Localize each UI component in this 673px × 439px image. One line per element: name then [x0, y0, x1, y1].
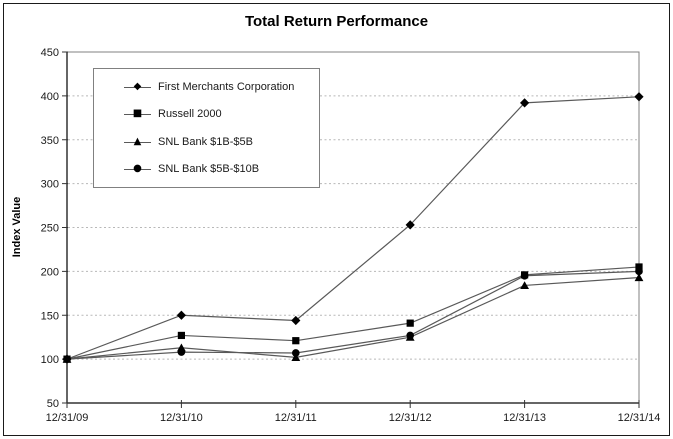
x-tick-label: 12/31/09	[46, 412, 89, 424]
legend-label: Russell 2000	[158, 108, 222, 121]
marker-diamond	[405, 220, 415, 230]
chart-title: Total Return Performance	[244, 13, 429, 30]
marker-square	[635, 263, 643, 271]
legend: ◆ First Merchants Corporation ■ Russell …	[93, 68, 320, 188]
y-tick-label: 450	[41, 47, 59, 59]
marker-square	[521, 271, 529, 279]
marker-circle	[292, 349, 300, 357]
legend-sample: ▲	[124, 136, 151, 148]
legend-label: SNL Bank $1B-$5B	[158, 135, 253, 148]
marker-diamond	[634, 92, 644, 102]
x-tick-label: 12/31/13	[503, 412, 546, 424]
legend-line	[124, 169, 151, 171]
legend-label: First Merchants Corporation	[158, 80, 295, 93]
circle-marker-icon: ●	[133, 163, 142, 175]
legend-line	[124, 141, 151, 143]
legend-sample: ◆	[124, 81, 151, 93]
marker-diamond	[62, 354, 72, 364]
legend-sample: ●	[124, 163, 151, 175]
y-tick-label: 250	[41, 223, 59, 235]
marker-diamond	[520, 98, 530, 108]
marker-triangle	[405, 332, 415, 341]
legend-entry-snl-bank-1b-5b: ▲ SNL Bank $1B-$5B	[94, 130, 319, 154]
y-tick-label: 300	[41, 179, 59, 191]
legend-line	[124, 86, 151, 88]
marker-square	[406, 319, 414, 327]
series-line-square	[66, 266, 640, 360]
marker-square	[177, 331, 185, 340]
series-line-circle	[66, 270, 640, 360]
y-tick-label: 400	[41, 91, 59, 103]
x-tick-label: 12/31/12	[389, 412, 432, 424]
legend-sample: ■	[124, 108, 151, 120]
marker-diamond	[291, 315, 301, 326]
diamond-marker-icon: ◆	[133, 80, 142, 92]
marker-diamond	[176, 310, 186, 320]
y-tick-label: 200	[41, 266, 59, 278]
x-tick-label: 12/31/10	[160, 412, 203, 424]
triangle-marker-icon: ▲	[133, 135, 142, 147]
y-tick-label: 150	[41, 310, 59, 322]
series-line-triangle	[66, 276, 640, 360]
x-tick-label: 12/31/14	[618, 412, 661, 424]
marker-triangle	[291, 353, 301, 361]
y-tick-label: 50	[47, 398, 59, 410]
marker-triangle	[177, 343, 186, 352]
legend-entry-snl-bank-5b-10b: ● SNL Bank $5B-$10B	[94, 157, 319, 181]
y-tick-label: 350	[41, 135, 59, 147]
marker-square	[292, 337, 300, 345]
marker-triangle	[520, 281, 529, 290]
square-marker-icon: ■	[132, 108, 143, 120]
legend-label: SNL Bank $5B-$10B	[158, 163, 260, 176]
x-tick-label: 12/31/11	[275, 412, 317, 424]
legend-line	[124, 114, 151, 116]
legend-entry-russell-2000: ■ Russell 2000	[94, 102, 319, 126]
marker-triangle	[634, 273, 644, 282]
legend-entry-first-merchants: ◆ First Merchants Corporation	[94, 75, 319, 99]
y-tick-label: 100	[41, 354, 59, 366]
series-line-diamond	[66, 96, 640, 360]
